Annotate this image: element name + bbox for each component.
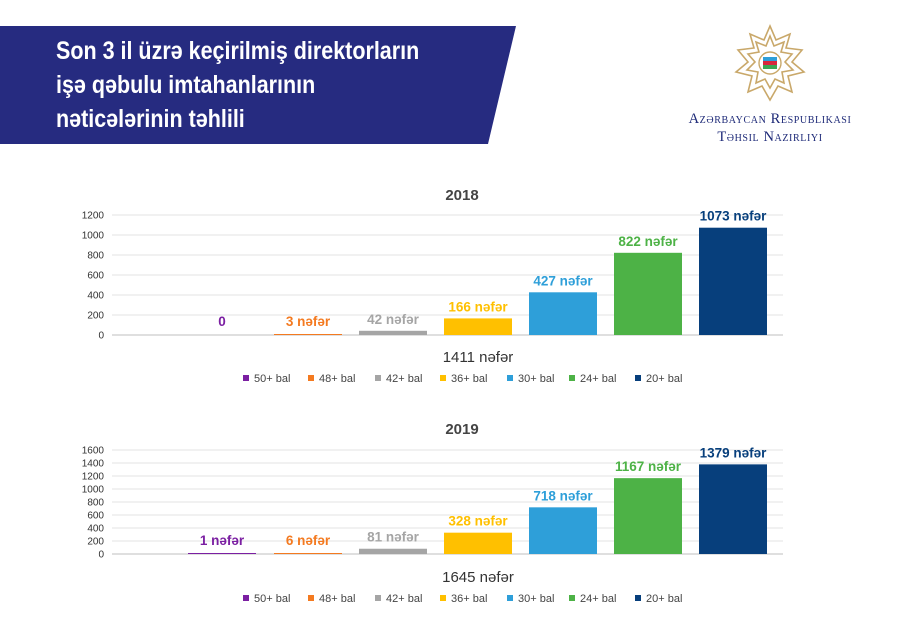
legend-swatch	[569, 375, 575, 381]
legend-label: 20+ bal	[646, 373, 682, 385]
y-tick-label: 0	[98, 331, 104, 342]
bar-50bal	[188, 553, 256, 554]
legend-label: 20+ bal	[646, 593, 682, 605]
ministry-name-line: Təhsil Nazirliyi	[717, 129, 823, 145]
legend-swatch	[569, 595, 575, 601]
data-label: 81 nəfər	[367, 530, 420, 545]
data-label: 427 nəfər	[533, 273, 593, 288]
y-tick-label: 800	[87, 251, 104, 262]
chart-title: 2019	[445, 421, 478, 438]
data-label: 328 nəfər	[448, 514, 508, 529]
legend-label: 30+ bal	[518, 593, 554, 605]
legend-label: 36+ bal	[451, 593, 487, 605]
ministry-name-line: Azərbaycan Respublikası	[688, 111, 852, 127]
chart-2018-plot: 2018 0 200 400 600 800 1000 1200 0 3 nəfər 42 nəfə…	[82, 187, 783, 385]
legend-label: 24+ bal	[580, 593, 616, 605]
legend-label: 48+ bal	[319, 593, 355, 605]
total-label: 1645 nəfər	[442, 569, 514, 586]
legend-label: 42+ bal	[386, 593, 422, 605]
header-banner	[0, 26, 516, 144]
data-label: 1 nəfər	[200, 533, 245, 548]
y-tick-label: 1000	[82, 231, 105, 242]
y-tick-label: 1600	[82, 446, 105, 457]
y-tick-label: 600	[87, 511, 104, 522]
y-tick-label: 1000	[82, 485, 105, 496]
legend-swatch	[243, 595, 249, 601]
legend-swatch	[507, 595, 513, 601]
page-title: Son 3 il üzrə keçirilmiş direktorların i…	[56, 34, 434, 136]
bar-24bal	[614, 252, 682, 335]
data-label: 3 nəfər	[286, 314, 331, 329]
legend-swatch	[375, 375, 381, 381]
legend-label: 36+ bal	[451, 373, 487, 385]
legend-label: 50+ bal	[254, 373, 290, 385]
bar-20bal	[699, 464, 767, 554]
bar-30bal	[529, 292, 597, 335]
legend-swatch	[440, 375, 446, 381]
legend-label: 24+ bal	[580, 373, 616, 385]
chart-title: 2018	[445, 187, 478, 204]
page-title-line: işə qəbulu imtahanlarının	[56, 71, 316, 99]
y-tick-label: 800	[87, 498, 104, 509]
bar-30bal	[529, 507, 597, 554]
legend-swatch	[440, 595, 446, 601]
y-tick-label: 1200	[82, 472, 105, 483]
data-label: 1167 nəfər	[615, 459, 682, 474]
chart-2018: 2018 0 200 400 600 800 1000 1200 0 3 nəfər 42 nəfə…	[0, 180, 923, 392]
y-tick-label: 400	[87, 291, 104, 302]
data-label: 1379 nəfər	[700, 445, 768, 460]
bar-24bal	[614, 478, 682, 554]
y-tick-label: 400	[87, 524, 104, 535]
legend-label: 48+ bal	[319, 373, 355, 385]
data-label: 6 nəfər	[286, 533, 331, 548]
legend-swatch	[635, 595, 641, 601]
page-title-line: nəticələrinin təhlili	[56, 105, 245, 133]
legend-swatch	[375, 595, 381, 601]
legend-swatch	[243, 375, 249, 381]
legend-label: 50+ bal	[254, 593, 290, 605]
chart-2019: 2019 0 200 400 600 800 1000 1200 1400 1600 1 nəfər…	[0, 414, 923, 628]
bar-42bal	[359, 330, 427, 335]
legend-swatch	[308, 595, 314, 601]
legend-label: 30+ bal	[518, 373, 554, 385]
bar-48bal	[274, 334, 342, 335]
bar-48bal	[274, 553, 342, 554]
ministry-name: Azərbaycan Respublikası Təhsil Nazirliyi	[660, 110, 880, 146]
chart-2019-plot: 2019 0 200 400 600 800 1000 1200 1400 1600 1 nəfər…	[82, 421, 783, 605]
data-label: 718 nəfər	[533, 488, 593, 503]
data-label: 0	[218, 314, 226, 329]
total-label: 1411 nəfər	[443, 349, 514, 366]
data-label: 166 nəfər	[448, 299, 508, 314]
data-label: 42 nəfər	[367, 312, 420, 327]
legend-swatch	[635, 375, 641, 381]
legend-swatch	[507, 375, 513, 381]
y-tick-label: 1400	[82, 459, 105, 470]
bar-36bal	[444, 318, 512, 335]
page-title-line: Son 3 il üzrə keçirilmiş direktorların	[56, 37, 420, 65]
data-label: 1073 nəfər	[700, 209, 768, 224]
data-label: 822 nəfər	[618, 234, 678, 249]
y-tick-label: 200	[87, 311, 104, 322]
ministry-emblem-icon	[734, 23, 806, 102]
y-tick-label: 600	[87, 271, 104, 282]
header-banner-shape	[0, 26, 516, 144]
legend-label: 42+ bal	[386, 373, 422, 385]
bar-36bal	[444, 532, 512, 554]
y-tick-label: 1200	[82, 211, 105, 222]
bar-20bal	[699, 227, 767, 335]
y-tick-label: 0	[98, 550, 104, 561]
legend-swatch	[308, 375, 314, 381]
y-tick-label: 200	[87, 537, 104, 548]
bar-42bal	[359, 548, 427, 554]
